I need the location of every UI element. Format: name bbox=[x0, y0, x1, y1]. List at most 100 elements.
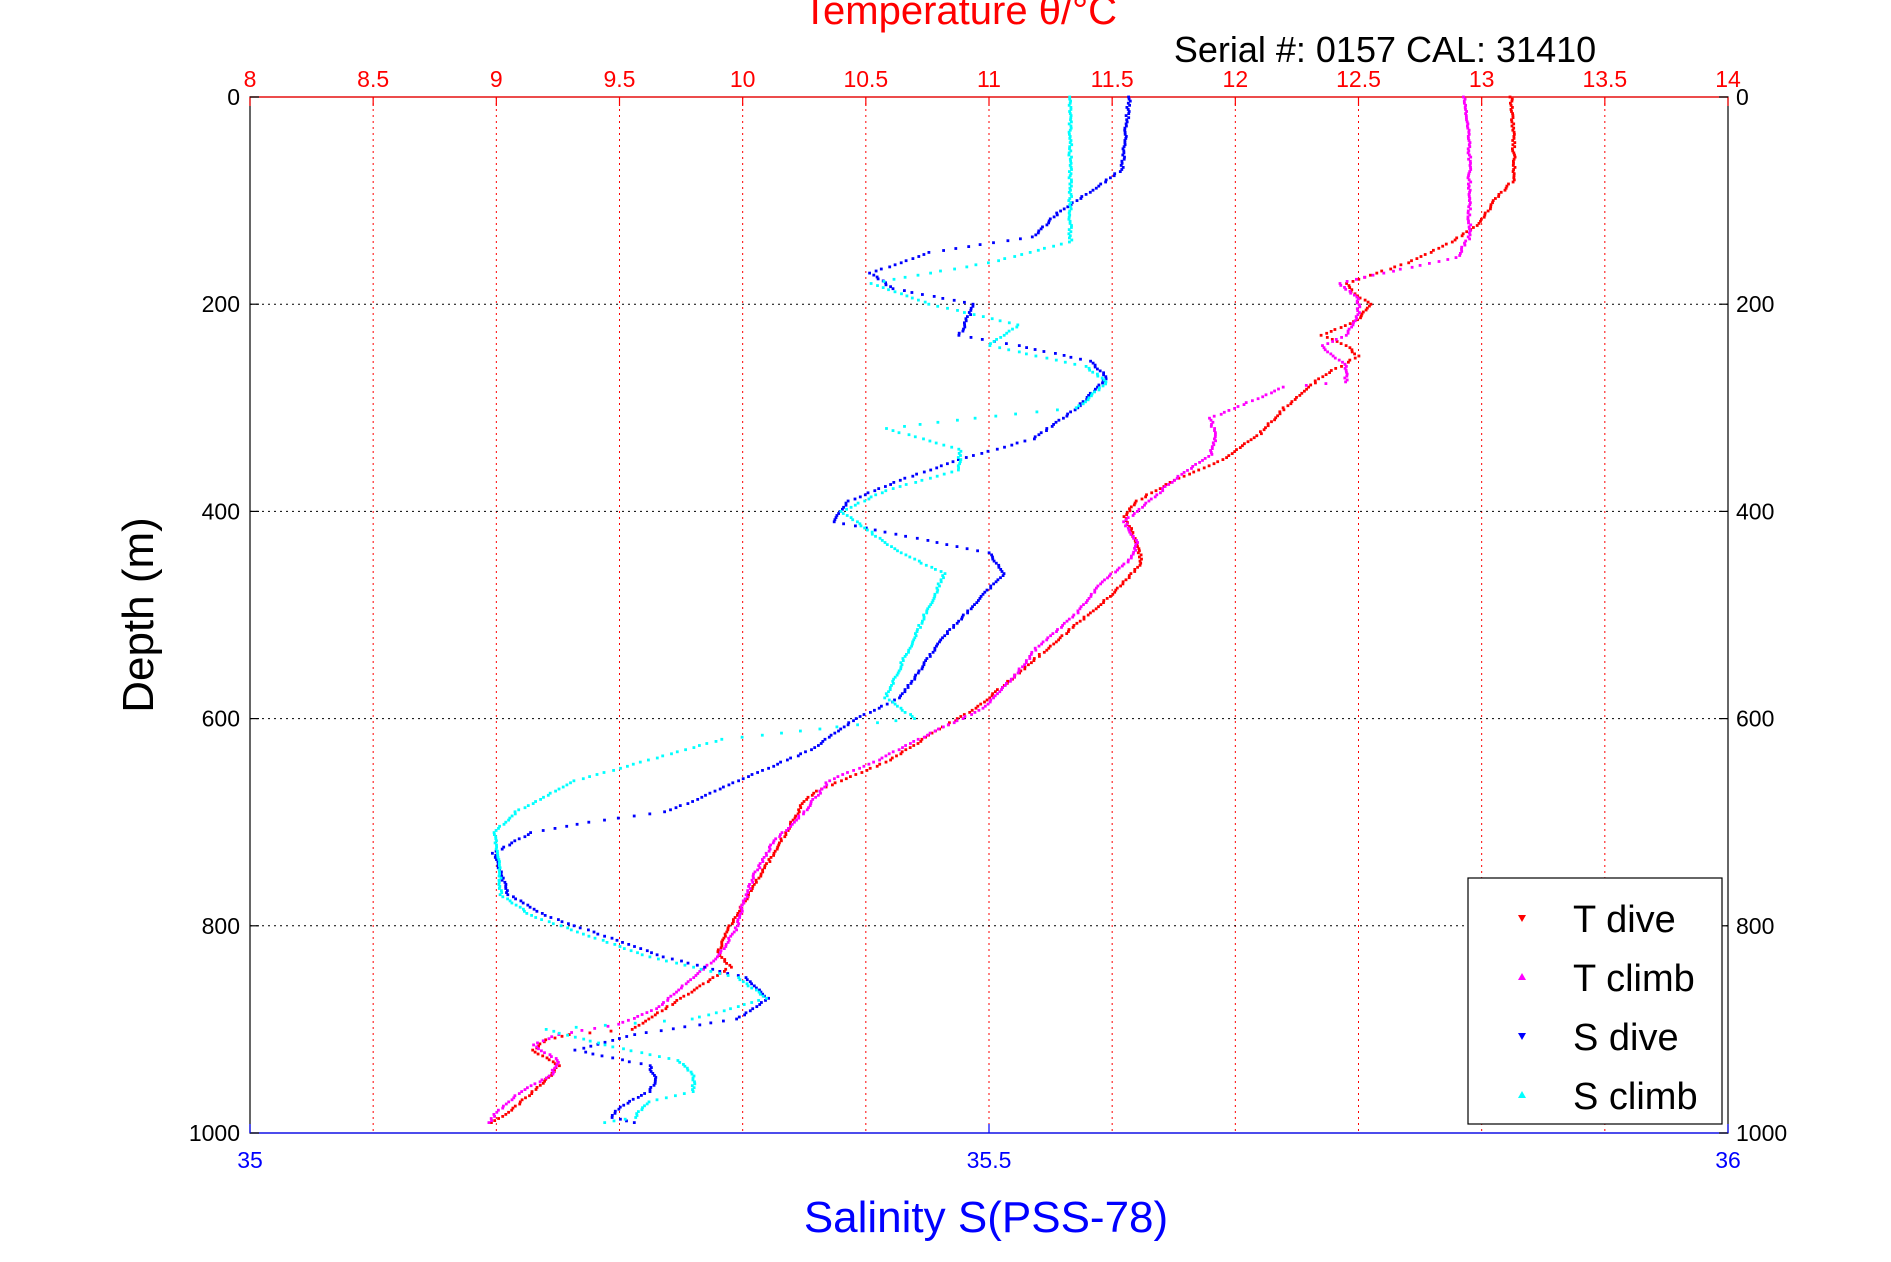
data-point bbox=[499, 876, 503, 880]
data-point bbox=[752, 883, 756, 886]
data-point bbox=[690, 1072, 694, 1076]
data-point bbox=[726, 974, 730, 977]
data-point bbox=[1467, 182, 1470, 186]
data-point bbox=[513, 1094, 517, 1098]
data-point bbox=[939, 464, 943, 468]
data-point bbox=[1127, 576, 1131, 580]
data-point bbox=[1209, 425, 1213, 428]
data-point bbox=[1069, 116, 1073, 120]
data-point bbox=[543, 1051, 546, 1055]
data-point bbox=[998, 346, 1002, 350]
data-point bbox=[915, 630, 919, 633]
data-point bbox=[1070, 184, 1073, 188]
data-point bbox=[866, 491, 870, 495]
data-point bbox=[1482, 215, 1486, 219]
data-point bbox=[761, 868, 764, 872]
data-point bbox=[494, 835, 498, 839]
data-point bbox=[611, 1056, 615, 1060]
data-point bbox=[952, 298, 956, 302]
data-point bbox=[627, 1060, 631, 1064]
data-point bbox=[507, 1100, 511, 1104]
data-point bbox=[1466, 122, 1470, 126]
data-point bbox=[998, 319, 1002, 323]
data-point bbox=[1045, 429, 1048, 432]
data-point bbox=[860, 771, 864, 774]
data-point bbox=[1127, 97, 1131, 101]
data-point bbox=[1001, 686, 1004, 689]
data-point bbox=[1132, 503, 1136, 507]
data-point bbox=[534, 916, 538, 919]
data-point bbox=[695, 963, 699, 967]
data-point bbox=[618, 1037, 621, 1040]
data-point bbox=[501, 876, 505, 880]
data-point bbox=[946, 630, 949, 633]
data-point bbox=[1082, 617, 1086, 621]
data-point bbox=[954, 247, 958, 250]
data-point bbox=[1036, 248, 1040, 252]
data-point bbox=[1070, 120, 1073, 124]
data-point bbox=[851, 518, 855, 522]
data-point bbox=[1123, 132, 1127, 136]
data-point bbox=[694, 974, 698, 977]
data-point bbox=[723, 970, 726, 973]
data-point bbox=[757, 864, 761, 868]
data-point bbox=[873, 708, 876, 712]
data-point bbox=[1158, 487, 1162, 490]
data-point bbox=[885, 427, 888, 430]
data-point bbox=[1144, 495, 1147, 499]
data-point bbox=[1047, 646, 1051, 650]
data-point bbox=[933, 592, 937, 596]
data-point bbox=[525, 912, 529, 915]
data-point bbox=[1225, 456, 1228, 459]
data-point bbox=[1025, 352, 1028, 356]
data-point bbox=[1322, 346, 1326, 350]
data-point bbox=[873, 489, 877, 493]
data-point bbox=[572, 924, 576, 928]
data-point bbox=[909, 682, 913, 685]
data-point bbox=[1467, 195, 1471, 198]
data-point bbox=[1124, 114, 1128, 117]
data-point bbox=[1463, 97, 1467, 101]
data-point bbox=[841, 507, 844, 511]
data-point bbox=[863, 499, 867, 503]
data-point bbox=[1069, 201, 1073, 205]
data-point bbox=[910, 642, 914, 646]
data-point bbox=[1093, 365, 1097, 369]
data-point bbox=[1132, 536, 1135, 540]
data-point bbox=[1355, 299, 1359, 303]
data-point bbox=[1343, 286, 1346, 289]
data-point bbox=[1130, 527, 1133, 530]
data-point bbox=[1410, 265, 1414, 269]
data-point bbox=[738, 914, 742, 917]
data-point bbox=[638, 760, 642, 764]
data-point bbox=[884, 760, 888, 764]
data-point bbox=[498, 887, 501, 890]
data-point bbox=[989, 698, 993, 702]
data-point bbox=[1122, 562, 1126, 566]
data-point bbox=[518, 1100, 522, 1104]
data-point bbox=[1070, 168, 1073, 171]
data-point bbox=[985, 588, 989, 592]
data-point bbox=[1091, 370, 1095, 374]
data-point bbox=[1131, 514, 1135, 517]
data-point bbox=[587, 820, 591, 824]
data-point bbox=[502, 1104, 505, 1108]
data-point bbox=[720, 737, 724, 741]
data-point bbox=[1124, 518, 1128, 522]
data-point bbox=[661, 1003, 664, 1006]
data-point bbox=[657, 1005, 661, 1008]
data-point bbox=[898, 696, 901, 700]
data-point bbox=[1029, 653, 1033, 656]
data-point bbox=[1071, 615, 1075, 619]
data-point bbox=[1037, 229, 1041, 233]
data-point bbox=[1511, 164, 1515, 167]
data-point bbox=[1069, 118, 1072, 122]
data-point bbox=[673, 1001, 677, 1004]
data-point bbox=[853, 503, 857, 507]
data-point bbox=[557, 1031, 561, 1035]
data-point bbox=[981, 706, 985, 710]
data-point bbox=[639, 947, 643, 950]
data-point bbox=[930, 565, 934, 569]
data-point bbox=[776, 762, 779, 766]
data-point bbox=[709, 970, 713, 973]
